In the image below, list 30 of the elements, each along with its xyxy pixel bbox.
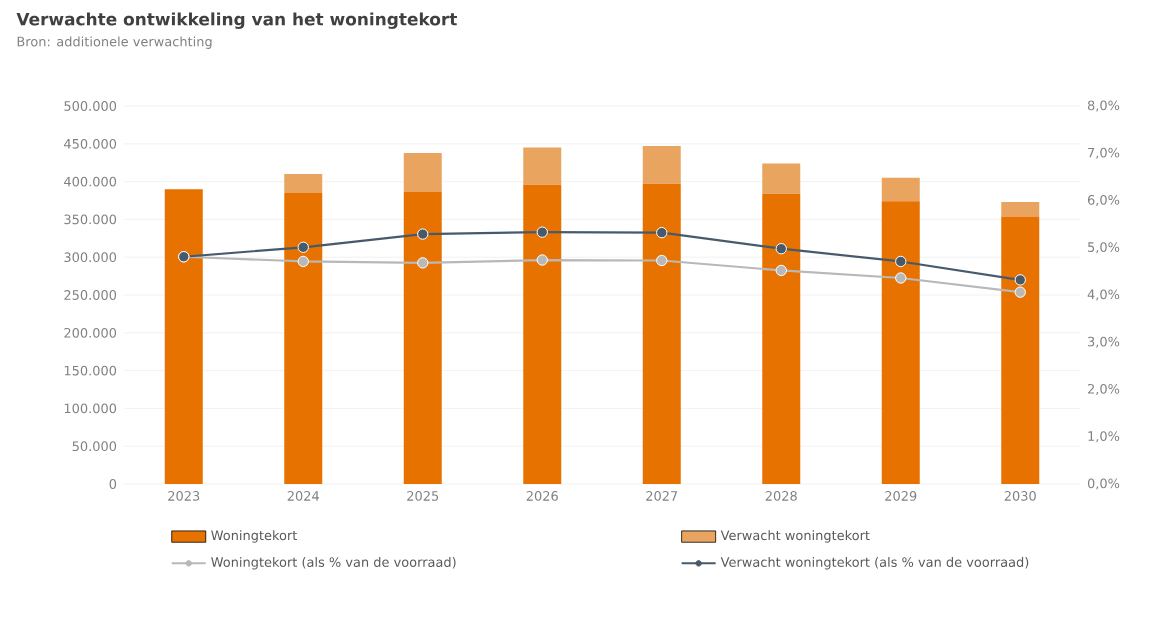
bar bbox=[523, 147, 562, 185]
point bbox=[1014, 286, 1026, 298]
bar bbox=[881, 201, 920, 484]
bar bbox=[403, 191, 442, 484]
bar bbox=[403, 152, 442, 192]
bar bbox=[164, 189, 203, 484]
point bbox=[417, 257, 429, 269]
point bbox=[536, 254, 548, 266]
bar bbox=[762, 193, 801, 484]
point bbox=[775, 243, 787, 255]
bar bbox=[1001, 202, 1040, 217]
bar bbox=[642, 146, 681, 184]
point bbox=[656, 226, 668, 239]
bar bbox=[642, 183, 681, 484]
point bbox=[775, 264, 787, 277]
point bbox=[1014, 274, 1026, 286]
point bbox=[417, 228, 429, 240]
point bbox=[895, 272, 907, 284]
point bbox=[297, 255, 309, 268]
bar bbox=[762, 163, 801, 194]
point bbox=[656, 254, 668, 267]
point bbox=[536, 226, 548, 238]
bar bbox=[881, 177, 920, 202]
point bbox=[895, 255, 907, 268]
bar bbox=[284, 174, 323, 193]
bar bbox=[1001, 216, 1040, 484]
point bbox=[297, 241, 309, 253]
chart-title: Verwachte ontwikkeling van het woningtekort bbox=[16, 12, 457, 29]
bar bbox=[284, 192, 323, 484]
bar bbox=[523, 184, 562, 484]
